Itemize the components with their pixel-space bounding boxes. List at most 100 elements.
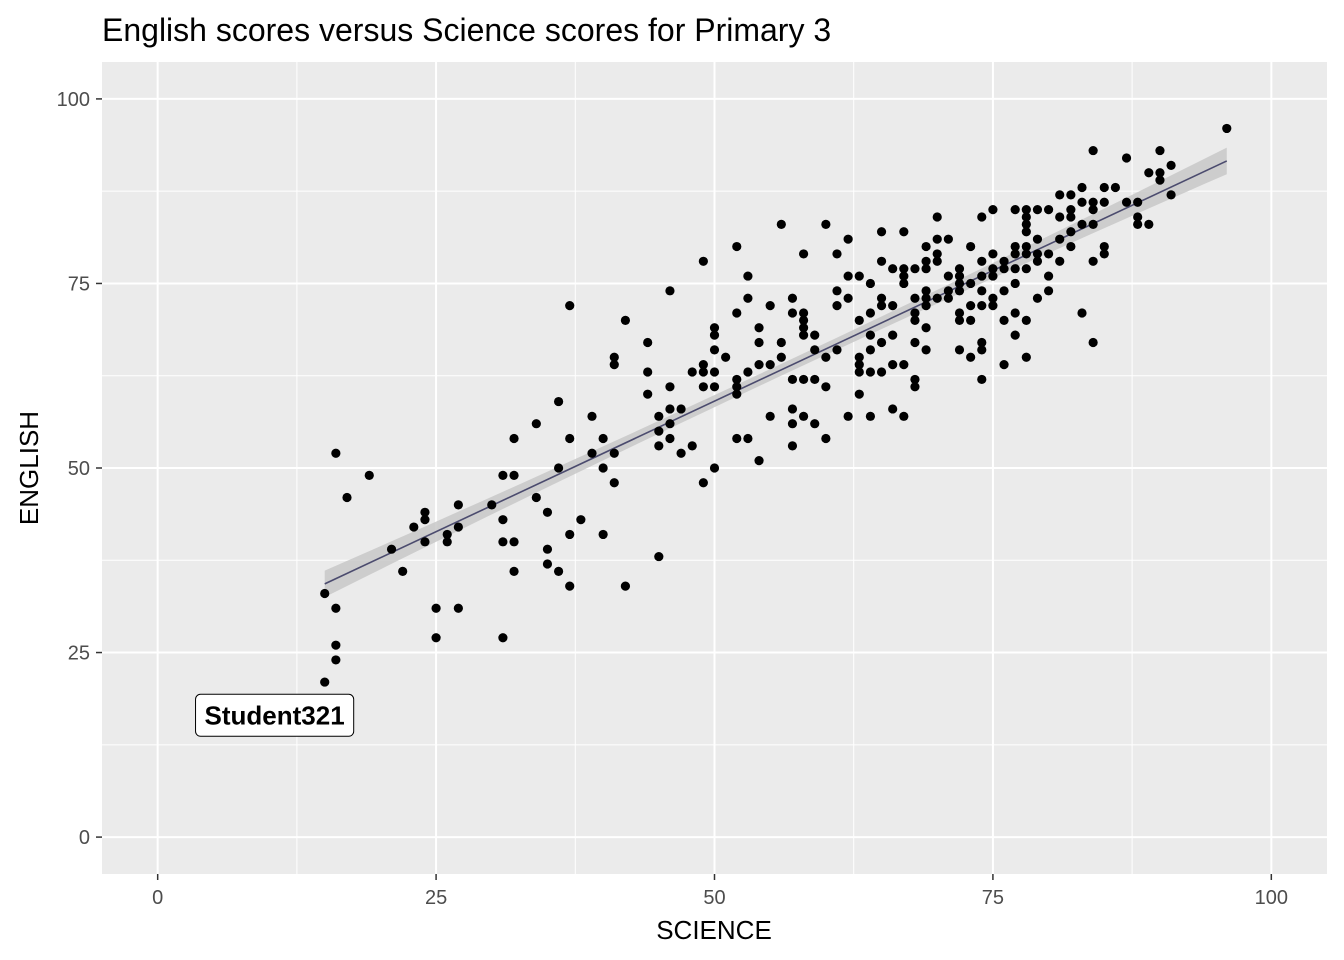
data-point [609,360,619,370]
data-point [721,352,731,362]
data-point [999,256,1009,266]
data-point [732,433,742,444]
data-point [420,537,430,547]
data-point [1099,197,1109,207]
data-point [565,581,575,591]
data-point [1055,234,1065,244]
data-point [1010,264,1020,274]
data-point [1133,219,1143,229]
data-point [776,219,786,229]
data-point [1121,197,1132,207]
data-point [553,396,564,407]
data-point [1043,205,1054,215]
data-point [921,323,931,333]
data-point [999,360,1009,370]
fit-line-layer [324,160,1228,585]
data-point [954,264,965,274]
data-point [598,463,608,473]
x-tick-label: 100 [1255,887,1288,909]
data-point [453,500,463,510]
data-point [698,478,708,488]
x-tick-label: 0 [152,887,163,909]
data-point [442,537,452,547]
data-point [732,382,742,392]
data-point [899,278,909,289]
data-point [1077,182,1087,193]
data-point [576,515,586,525]
data-point [988,271,998,281]
data-point [787,293,798,303]
data-point [676,448,686,458]
data-point [654,551,664,562]
data-point [910,382,920,392]
data-point [999,315,1009,325]
data-point [966,278,976,289]
data-point [821,433,831,444]
data-point [899,227,909,237]
data-point [999,264,1009,274]
data-point [1055,212,1065,222]
data-point [431,633,441,643]
data-point [487,500,497,510]
data-point [843,411,853,421]
data-point [331,640,341,650]
data-point [765,360,775,370]
data-point [932,212,942,222]
data-point [1088,219,1098,229]
data-point [1144,168,1154,178]
data-point [1088,197,1098,207]
data-point [1144,219,1154,229]
data-point [732,374,742,385]
data-point [943,293,953,303]
data-point [687,441,697,451]
y-tick-label: 50 [68,458,90,480]
data-point [709,345,720,355]
data-point [787,404,798,414]
data-point [977,301,987,311]
data-point [910,374,920,385]
data-point [765,301,775,311]
data-point [832,249,842,259]
data-point [865,330,876,340]
data-point [565,529,575,540]
data-point [865,345,876,355]
data-point [364,470,374,480]
x-tick-label: 75 [982,887,1004,909]
data-point [754,337,764,348]
data-point [1077,219,1087,229]
data-point [732,308,742,318]
data-point [1066,205,1076,215]
data-point [1032,293,1043,303]
data-point [320,588,330,599]
data-point [754,456,764,466]
data-point [977,337,987,348]
x-axis: 0 25 50 75 100 [152,874,1288,909]
data-point [1155,168,1165,178]
data-point [854,315,864,325]
data-point [1099,241,1109,252]
data-point [954,308,965,318]
data-point [876,227,887,237]
data-point [1010,205,1020,215]
annotation-label: Student321 [195,693,355,737]
annotation-text: Student321 [205,700,345,730]
annotation-layer: Student321 [195,693,355,737]
data-point [453,603,463,613]
data-point [798,249,809,259]
data-point [932,293,942,303]
data-point [821,382,831,392]
data-point [921,301,931,311]
data-point [420,515,430,525]
data-point [1099,182,1109,193]
data-point [921,241,931,252]
data-point [876,301,887,311]
data-point [810,374,820,385]
data-point [676,404,686,414]
chart-title: English scores versus Science scores for… [102,12,831,48]
data-point [954,278,965,289]
regression-line [324,160,1228,585]
x-tick-label: 25 [425,887,447,909]
data-point [1222,123,1232,134]
data-point [954,315,965,325]
